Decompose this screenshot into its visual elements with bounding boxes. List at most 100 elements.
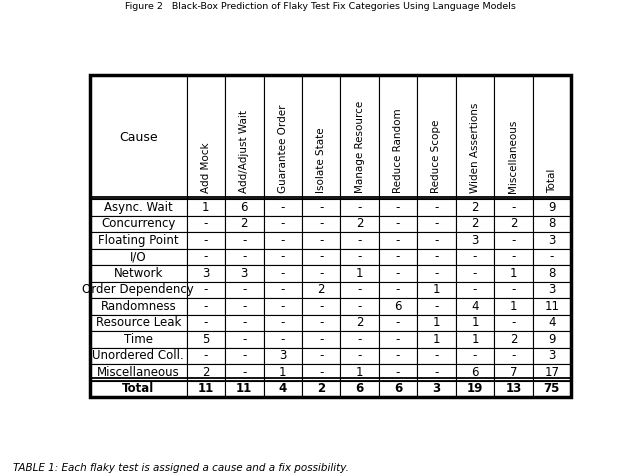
- Bar: [456, 265, 494, 282]
- Bar: [456, 380, 494, 397]
- Text: Unordered Coll.: Unordered Coll.: [92, 350, 184, 362]
- Bar: [379, 298, 417, 314]
- Bar: [379, 331, 417, 348]
- Text: Concurrency: Concurrency: [101, 218, 175, 230]
- Text: 1: 1: [433, 284, 440, 296]
- Text: -: -: [319, 201, 323, 214]
- Text: -: -: [435, 366, 438, 379]
- Bar: [379, 348, 417, 364]
- Text: 1: 1: [356, 267, 364, 280]
- Bar: [379, 265, 417, 282]
- Text: -: -: [357, 201, 362, 214]
- Bar: [494, 314, 532, 331]
- Text: 1: 1: [356, 366, 364, 379]
- Text: Reduce Scope: Reduce Scope: [431, 119, 442, 193]
- Bar: [225, 380, 264, 397]
- Text: 75: 75: [543, 382, 560, 395]
- Bar: [417, 314, 456, 331]
- Bar: [532, 331, 571, 348]
- Bar: [340, 76, 379, 199]
- Text: 2: 2: [471, 218, 479, 230]
- Text: Add Mock: Add Mock: [201, 142, 211, 193]
- Bar: [90, 348, 187, 364]
- Bar: [90, 331, 187, 348]
- Bar: [456, 249, 494, 265]
- Text: 3: 3: [279, 350, 287, 362]
- Text: -: -: [319, 250, 323, 264]
- Text: -: -: [511, 234, 516, 247]
- Bar: [340, 298, 379, 314]
- Bar: [340, 249, 379, 265]
- Text: -: -: [435, 350, 438, 362]
- Text: 6: 6: [471, 366, 479, 379]
- Text: -: -: [242, 250, 246, 264]
- Text: 9: 9: [548, 201, 556, 214]
- Text: -: -: [204, 300, 208, 313]
- Bar: [187, 364, 225, 380]
- Text: -: -: [396, 284, 400, 296]
- Text: -: -: [550, 250, 554, 264]
- Text: 1: 1: [433, 316, 440, 330]
- Text: 3: 3: [548, 350, 556, 362]
- Bar: [90, 314, 187, 331]
- Text: -: -: [242, 333, 246, 346]
- Bar: [340, 265, 379, 282]
- Bar: [340, 314, 379, 331]
- Bar: [340, 199, 379, 216]
- Text: Guarantee Order: Guarantee Order: [278, 104, 288, 193]
- Text: -: -: [319, 234, 323, 247]
- Text: -: -: [473, 284, 477, 296]
- Bar: [532, 76, 571, 199]
- Text: -: -: [511, 201, 516, 214]
- Text: 4: 4: [548, 316, 556, 330]
- Bar: [264, 232, 302, 249]
- Bar: [90, 232, 187, 249]
- Text: Floating Point: Floating Point: [98, 234, 179, 247]
- Text: -: -: [357, 350, 362, 362]
- Text: 19: 19: [467, 382, 483, 395]
- Text: 9: 9: [548, 333, 556, 346]
- Bar: [532, 265, 571, 282]
- Text: 1: 1: [433, 333, 440, 346]
- Bar: [417, 216, 456, 232]
- Text: -: -: [396, 350, 400, 362]
- Bar: [379, 232, 417, 249]
- Text: -: -: [204, 250, 208, 264]
- Bar: [187, 216, 225, 232]
- Text: 3: 3: [433, 382, 440, 395]
- Bar: [302, 314, 340, 331]
- Text: Network: Network: [113, 267, 163, 280]
- Bar: [494, 380, 532, 397]
- Bar: [90, 199, 187, 216]
- Bar: [494, 76, 532, 199]
- Bar: [340, 380, 379, 397]
- Text: -: -: [396, 333, 400, 346]
- Text: Randomness: Randomness: [100, 300, 176, 313]
- Text: -: -: [242, 350, 246, 362]
- Text: 4: 4: [471, 300, 479, 313]
- Text: 8: 8: [548, 267, 556, 280]
- Bar: [225, 216, 264, 232]
- Bar: [225, 348, 264, 364]
- Bar: [90, 76, 187, 199]
- Text: -: -: [511, 350, 516, 362]
- Text: -: -: [319, 218, 323, 230]
- Text: -: -: [357, 300, 362, 313]
- Bar: [264, 314, 302, 331]
- Text: -: -: [280, 284, 285, 296]
- Bar: [417, 380, 456, 397]
- Text: 5: 5: [202, 333, 209, 346]
- Text: -: -: [511, 250, 516, 264]
- Text: -: -: [435, 300, 438, 313]
- Bar: [264, 364, 302, 380]
- Text: 2: 2: [202, 366, 210, 379]
- Bar: [187, 331, 225, 348]
- Text: TABLE 1: Each flaky test is assigned a cause and a fix possibility.: TABLE 1: Each flaky test is assigned a c…: [13, 463, 349, 473]
- Text: 2: 2: [317, 284, 325, 296]
- Bar: [379, 314, 417, 331]
- Bar: [417, 364, 456, 380]
- Bar: [456, 314, 494, 331]
- Text: -: -: [319, 333, 323, 346]
- Bar: [532, 364, 571, 380]
- Bar: [532, 298, 571, 314]
